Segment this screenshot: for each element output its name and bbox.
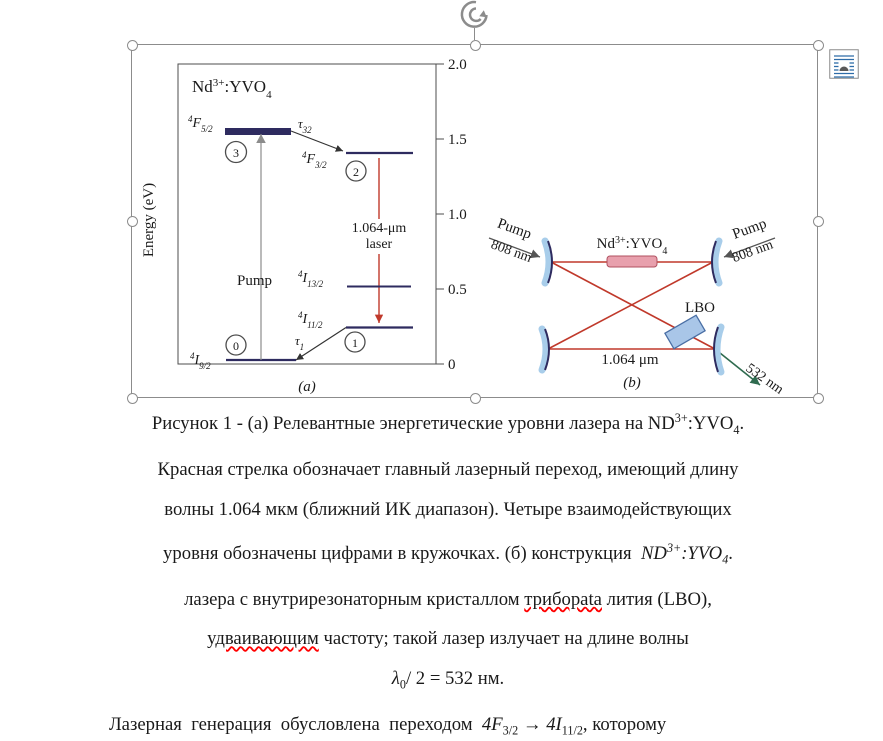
svg-text:532 nm: 532 nm xyxy=(743,361,786,398)
svg-text:(a): (a) xyxy=(298,379,316,395)
svg-text:1.0: 1.0 xyxy=(448,207,467,223)
svg-text:0.5: 0.5 xyxy=(448,282,467,298)
svg-text:2.0: 2.0 xyxy=(448,57,467,73)
svg-text:1: 1 xyxy=(352,336,358,350)
svg-text:Pump: Pump xyxy=(237,273,272,289)
svg-text:1.064-μm: 1.064-μm xyxy=(352,221,407,236)
svg-text:Pump: Pump xyxy=(730,216,768,243)
svg-text:τ1: τ1 xyxy=(295,333,304,352)
svg-text:(b): (b) xyxy=(623,375,641,391)
svg-text:4I13/2: 4I13/2 xyxy=(298,269,324,289)
svg-text:1.064 μm: 1.064 μm xyxy=(601,352,659,368)
svg-text:Energy (eV): Energy (eV) xyxy=(141,183,157,257)
svg-text:laser: laser xyxy=(366,237,393,252)
svg-text:0: 0 xyxy=(448,357,456,373)
svg-text:Nd3+:YVO4: Nd3+:YVO4 xyxy=(597,235,668,257)
svg-text:0: 0 xyxy=(233,339,239,353)
svg-text:2: 2 xyxy=(353,165,359,179)
svg-text:4I9/2: 4I9/2 xyxy=(190,351,211,371)
svg-text:4F3/2: 4F3/2 xyxy=(302,150,327,170)
svg-text:4I11/2: 4I11/2 xyxy=(298,310,323,330)
svg-text:Pump: Pump xyxy=(495,216,533,243)
svg-text:3: 3 xyxy=(233,146,239,160)
svg-text:LBO: LBO xyxy=(685,300,715,316)
svg-text:4F5/2: 4F5/2 xyxy=(188,114,213,134)
svg-text:1.5: 1.5 xyxy=(448,132,467,148)
svg-text:τ32: τ32 xyxy=(298,116,312,135)
svg-text:Nd3+:YVO4: Nd3+:YVO4 xyxy=(192,77,272,101)
